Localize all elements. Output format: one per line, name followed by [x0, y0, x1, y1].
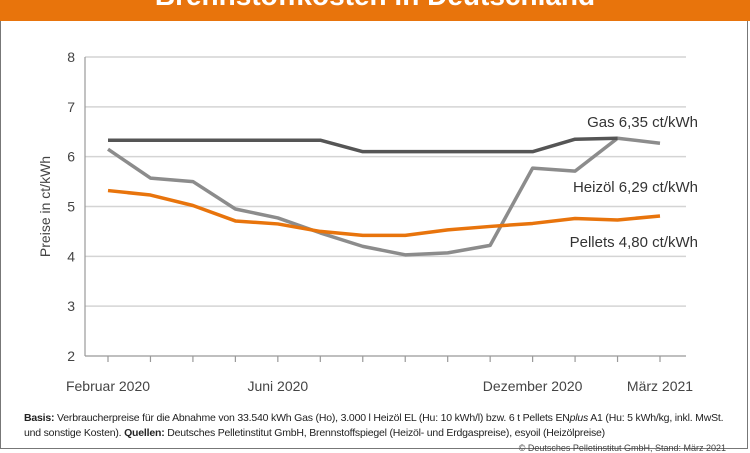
basis-label: Basis: — [24, 412, 55, 424]
series-line-heizoel — [107, 136, 661, 257]
x-tick-label: Juni 2020 — [247, 378, 308, 394]
series-line-pellets — [107, 188, 661, 238]
y-tick-label: 2 — [67, 348, 75, 364]
sources-text: Deutsches Pelletinstitut GmbH, Brennstof… — [164, 427, 605, 439]
basis-text: Verbraucherpreise für die Abnahme von 33… — [54, 412, 570, 424]
chart-title: Brennstoffkosten in Deutschland — [0, 0, 750, 12]
series-line-gas — [108, 136, 618, 154]
x-tick-label: März 2021 — [627, 378, 693, 394]
series-label-heizoel: Heizöl 6,29 ct/kWh — [573, 179, 698, 196]
footnote: Basis: Verbraucherpreise für die Abnahme… — [24, 411, 734, 441]
y-tick-label: 8 — [67, 49, 75, 65]
line-chart: 2 3 4 5 6 7 8 Februar 2020 Juni 2020 Dezember 202… — [37, 49, 698, 394]
y-tick-label: 3 — [67, 298, 75, 314]
copyright: © Deutsches Pelletinstitut GmbH, Stand: … — [518, 443, 726, 453]
x-tick-label: Dezember 2020 — [483, 378, 583, 394]
x-tick-label: Februar 2020 — [66, 378, 150, 394]
y-tick-label: 4 — [67, 248, 75, 264]
series-label-gas: Gas 6,35 ct/kWh — [587, 114, 698, 131]
basis-italic: plus — [569, 412, 589, 424]
y-tick-label: 7 — [67, 99, 75, 115]
y-axis-label: Preise in ct/kWh — [37, 156, 53, 257]
title-banner: Brennstoffkosten in Deutschland — [0, 0, 750, 21]
y-tick-label: 6 — [67, 149, 75, 165]
series-label-pellets: Pellets 4,80 ct/kWh — [570, 234, 698, 251]
basis-text-2: A1 (Hu: 5 kWh/kg, inkl. MwSt. und sonsti… — [24, 412, 724, 439]
y-tick-label: 5 — [67, 199, 75, 215]
sources-label: Quellen: — [124, 427, 165, 439]
